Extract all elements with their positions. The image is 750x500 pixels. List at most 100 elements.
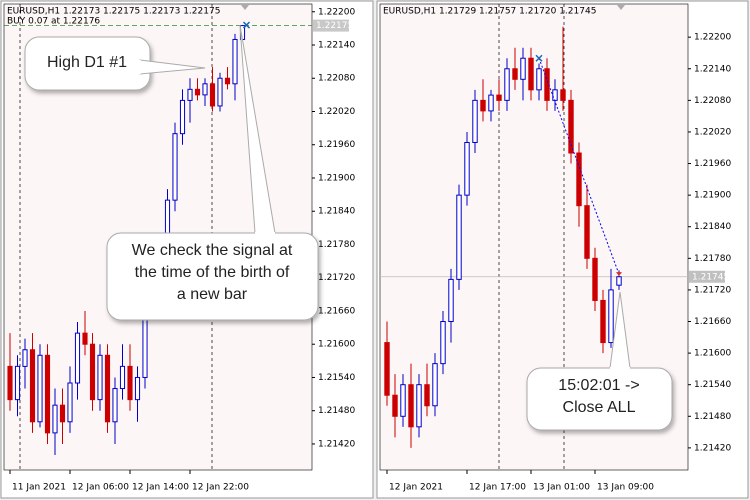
y-tick-label: 1.22020 [694,127,731,137]
candle-body [127,365,133,401]
candle-body [209,83,216,107]
callout: 15:02:01 -> Close ALL [526,291,673,431]
candle-body [600,299,606,344]
x-tick-label: 12 Jan 2021 [389,483,443,493]
callout: We check the signal at the time of the bi… [106,24,319,321]
y-tick-label: 1.22200 [694,33,731,43]
candle-body [528,57,534,91]
y-tick-label: 1.21480 [694,412,731,422]
y-tick-label: 1.21420 [694,443,731,453]
x-tick-label: 12 Jan 14:00 [132,483,189,493]
candle-body [608,289,614,344]
candle-body [202,83,208,96]
candle-body [82,332,88,345]
shift-marker [617,5,625,10]
candle-body [616,276,622,286]
callout-text: High D1 #1 [47,54,127,71]
candle-body [59,404,66,423]
callout: High D1 #1 [24,36,206,91]
candle-body [22,349,28,367]
candle-body [52,404,58,434]
order-label: BUY 0.07 at 1.22176 [7,17,100,27]
candle-body [7,365,13,401]
y-tick-label: 1.22080 [694,96,731,106]
candle-body [416,384,422,428]
x-tick-label: 12 Jan 17:00 [469,483,526,493]
candle-body [432,363,438,407]
y-tick-label: 1.21780 [694,254,731,264]
y-tick-label: 1.21540 [694,380,731,390]
candle-body [504,68,510,101]
candle-body [576,152,582,207]
y-tick-label: 1.22020 [318,107,355,117]
candle-body [472,99,478,143]
price-label: 1.22175 [316,21,353,31]
shift-marker [241,5,249,10]
callout-box [526,367,673,431]
candle-body [194,88,201,96]
candle-body [592,257,598,301]
y-tick-label: 1.22140 [694,64,731,74]
candle-body [464,141,470,196]
price-label-bg [313,19,349,32]
y-tick-label: 1.21660 [318,306,355,316]
y-tick-label: 1.21780 [318,240,355,250]
candle-body [512,68,518,80]
callout-text: the time of the birth of [135,264,290,281]
candle-body [520,57,526,80]
x-tick-label: 11 Jan 2021 [12,483,66,493]
y-tick-label: 1.21600 [694,349,731,359]
candle-body [440,321,446,365]
candle-body [448,278,454,323]
candle-body [424,384,430,407]
y-tick-label: 1.21840 [694,222,731,232]
y-tick-label: 1.22140 [318,41,355,51]
candle-body [44,354,51,434]
candle-body [584,205,590,259]
candle-body [187,88,193,101]
candle-body [67,382,73,423]
y-tick-label: 1.21600 [318,340,355,350]
x-tick-label: 12 Jan 06:00 [72,483,129,493]
candle-body [134,376,141,401]
exit-marker [616,272,622,277]
candle-body [400,384,406,417]
callout-text: 15:02:01 -> [558,377,639,394]
candle-body [392,394,398,417]
price-label: 1.21745 [692,272,729,282]
callout-text: a new bar [177,286,248,303]
y-tick-label: 1.22200 [318,7,355,17]
chart-title: EURUSD,H1 1.21729 1.21757 1.21720 1.2174… [383,7,596,17]
candle-body [552,89,558,101]
candle-body [112,388,118,423]
candle-body [496,94,502,101]
x-tick-label: 13 Jan 09:00 [597,483,654,493]
callout-text: We check the signal at [132,242,293,259]
y-tick-label: 1.21720 [318,273,355,283]
candle-body [232,38,238,85]
y-tick-label: 1.21720 [694,285,731,295]
entry-marker [242,21,251,29]
chart-title: EURUSD,H1 1.22173 1.22175 1.22173 1.2217… [7,7,220,17]
y-tick-label: 1.21900 [694,191,731,201]
candle-body [480,99,486,112]
candle-body [488,94,494,112]
entry-marker [535,54,543,62]
y-tick-label: 1.21960 [694,159,731,169]
y-tick-label: 1.21480 [318,406,355,416]
candle-body [14,365,21,401]
candle-body [560,89,566,101]
y-tick-label: 1.21900 [318,173,355,183]
y-tick-label: 1.21420 [318,439,355,449]
x-tick-label: 12 Jan 22:00 [192,483,249,493]
candle-body [217,77,223,107]
y-tick-label: 1.21840 [318,207,355,217]
candle-body [456,194,462,280]
candle-body [97,354,103,401]
price-label-bg [689,270,725,283]
y-tick-label: 1.21960 [318,140,355,150]
candle-body [74,332,81,384]
candle-body [568,99,574,154]
candle-body [536,68,542,91]
